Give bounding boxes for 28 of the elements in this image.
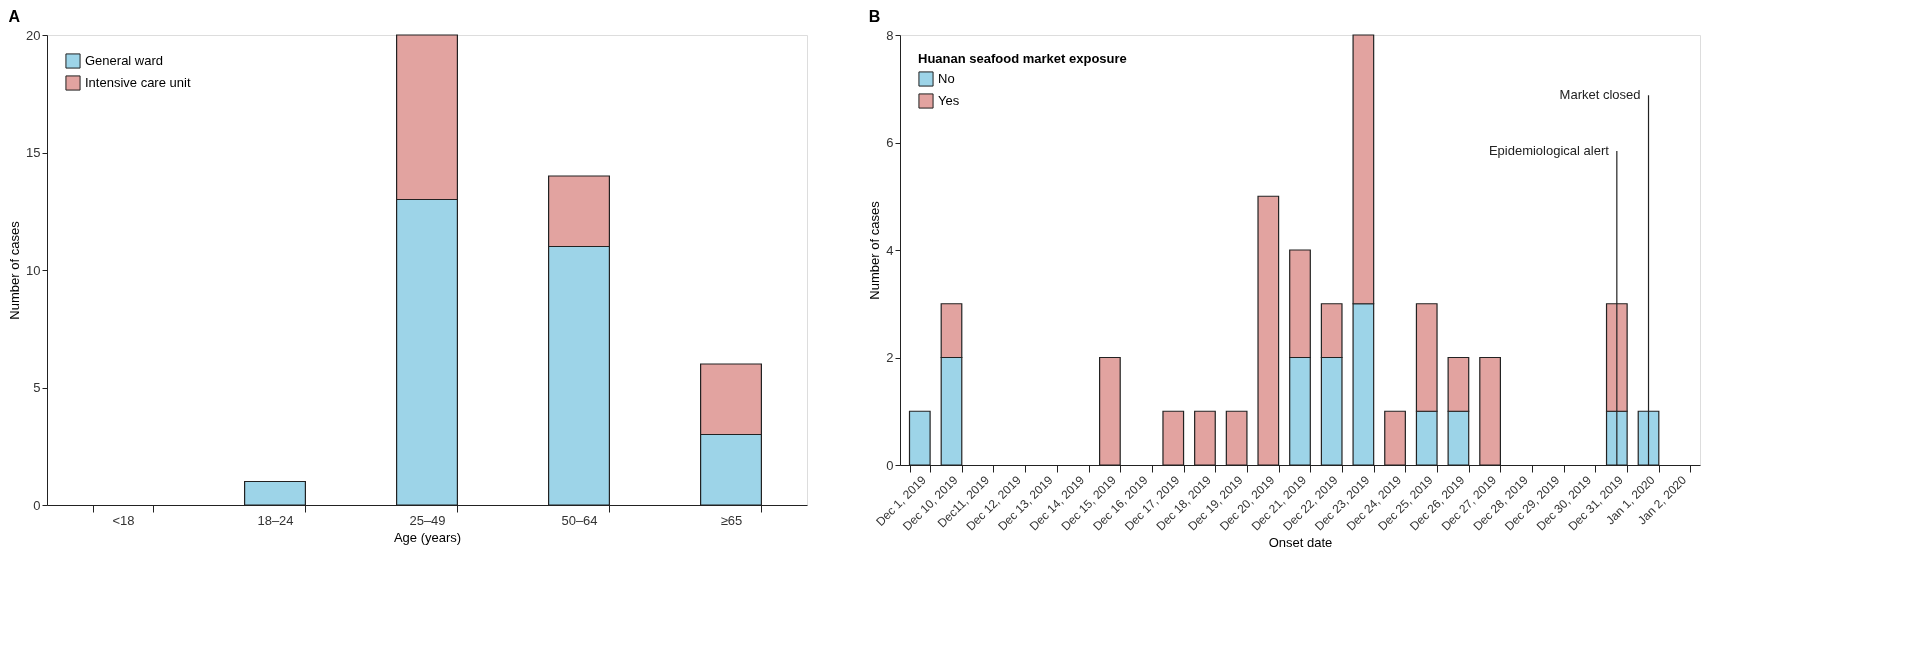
legend-title: Huanan seafood market exposure — [918, 51, 1127, 66]
x-tick-label: <18 — [112, 512, 135, 528]
y-tick-label: 6 — [886, 135, 894, 150]
legend-label: General ward — [85, 53, 164, 68]
y-tick-label: 2 — [886, 350, 894, 365]
x-tick-label: 18–24 — [257, 512, 294, 528]
ref-line-label: Epidemiological alert — [1488, 143, 1610, 159]
y-tick-label: 10 — [26, 262, 41, 278]
y-tick-label: 15 — [26, 145, 41, 160]
y-axis-title: Number of cases — [7, 220, 23, 320]
legend-label: Intensive care unit — [85, 75, 191, 90]
y-tick-label: 0 — [33, 497, 41, 513]
x-axis-title: Age (years) — [393, 529, 462, 545]
x-tick-label: ≥65 — [720, 512, 743, 528]
ref-line-label: Market closed — [1559, 87, 1641, 103]
y-tick-label: 0 — [886, 457, 894, 473]
y-tick-label: 4 — [886, 242, 894, 258]
x-axis-title: Onset date — [1268, 534, 1333, 550]
x-tick-label: 25–49 — [409, 512, 446, 528]
y-tick-label: 8 — [886, 27, 894, 43]
legend-label: No — [938, 71, 955, 86]
legend-label: Yes — [938, 93, 960, 108]
y-tick-label: 5 — [33, 380, 41, 395]
y-axis-title: Number of cases — [867, 200, 883, 300]
x-tick-label: 50–64 — [561, 512, 598, 528]
y-tick-label: 20 — [26, 27, 41, 43]
chart-title: B — [868, 8, 881, 25]
chart-title: A — [8, 8, 21, 25]
